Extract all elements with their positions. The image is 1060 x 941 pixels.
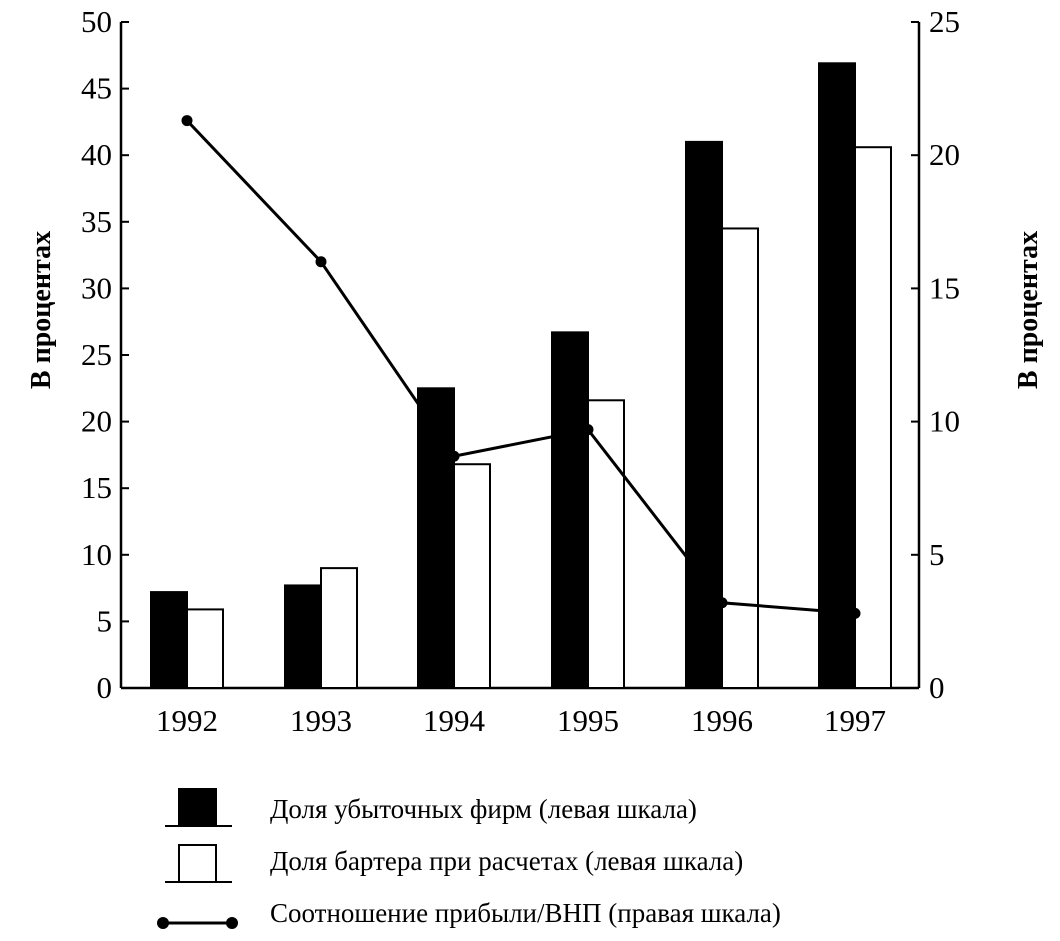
legend-item-profit-ratio: Соотношение прибыли/ВНП (правая шкала) [157,898,781,929]
legend-item-barter: Доля бартера при расчетах (левая шкала) [165,844,743,883]
bar-barter-1993 [320,567,358,689]
bars [150,62,892,690]
legend-swatch-black-bar [178,788,217,827]
profit-ratio-point-1995 [582,424,594,436]
bar-loss-firms-1992 [150,591,188,690]
profit-ratio-line [185,119,856,615]
right-tick-label: 15 [929,270,960,305]
left-tick-label: 5 [97,603,113,638]
bar-loss-firms-1997 [818,62,856,690]
bar-barter-1992 [186,608,224,689]
left-y-axis-title: В процентах [26,231,57,389]
legend: Доля убыточных фирм (левая шкала) Доля б… [157,788,781,929]
legend-label-profit-ratio: Соотношение прибыли/ВНП (правая шкала) [270,898,781,928]
right-tick-label: 10 [929,404,960,439]
legend-label-barter: Доля бартера при расчетах (левая шкала) [270,846,743,876]
x-tick-label-1997: 1997 [824,703,886,738]
x-tick-label-1993: 1993 [290,703,352,738]
right-tick-label: 20 [929,137,960,172]
profit-ratio-point-1994 [448,450,460,462]
x-tick-label-1994: 1994 [423,703,486,738]
bar-barter-1995 [587,399,625,689]
legend-swatch-marker-left [157,917,169,929]
left-tick-label: 25 [81,337,112,372]
bar-loss-firms-1994 [417,387,455,689]
legend-swatch-marker-right [226,917,238,929]
left-tick-label: 20 [81,404,112,439]
bar-loss-firms-1995 [551,331,589,689]
bar-loss-firms-1996 [685,140,723,689]
right-tick-label: 25 [929,4,960,39]
bar-barter-1996 [721,227,759,690]
axes [119,22,921,690]
left-tick-label: 45 [81,71,112,106]
left-tick-label: 0 [97,670,113,705]
profit-line [181,115,861,619]
bar-barter-1994 [453,463,491,689]
left-tick-label: 50 [81,4,112,39]
right-y-axis-ticks: 0 5 10 15 20 25 [911,4,960,705]
left-tick-label: 35 [81,204,112,239]
right-tick-label: 5 [929,537,945,572]
profit-ratio-point-1993 [315,256,327,268]
left-y-axis-ticks: 0 5 10 15 20 25 30 35 40 45 50 [81,4,129,705]
x-tick-label-1995: 1995 [557,703,619,738]
profit-ratio-point-1997 [849,607,861,619]
left-tick-label: 30 [81,270,112,305]
legend-item-loss-firms: Доля убыточных фирм (левая шкала) [165,788,697,827]
left-tick-label: 40 [81,137,112,172]
x-axis-tick-labels: 1992 1993 1994 1995 1996 1997 [156,703,886,738]
left-tick-label: 15 [81,470,112,505]
right-y-axis-title: В процентах [1013,231,1044,389]
bar-loss-firms-1993 [284,584,322,689]
bar-barter-1997 [854,146,892,689]
profit-ratio-point-1996 [716,597,728,609]
legend-label-loss-firms: Доля убыточных фирм (левая шкала) [270,794,697,824]
x-tick-label-1992: 1992 [156,703,218,738]
left-tick-label: 10 [81,537,112,572]
x-tick-label-1996: 1996 [691,703,753,738]
right-tick-label: 0 [929,670,945,705]
profit-ratio-point-1992 [181,115,193,127]
legend-swatch-white-bar [178,844,217,883]
